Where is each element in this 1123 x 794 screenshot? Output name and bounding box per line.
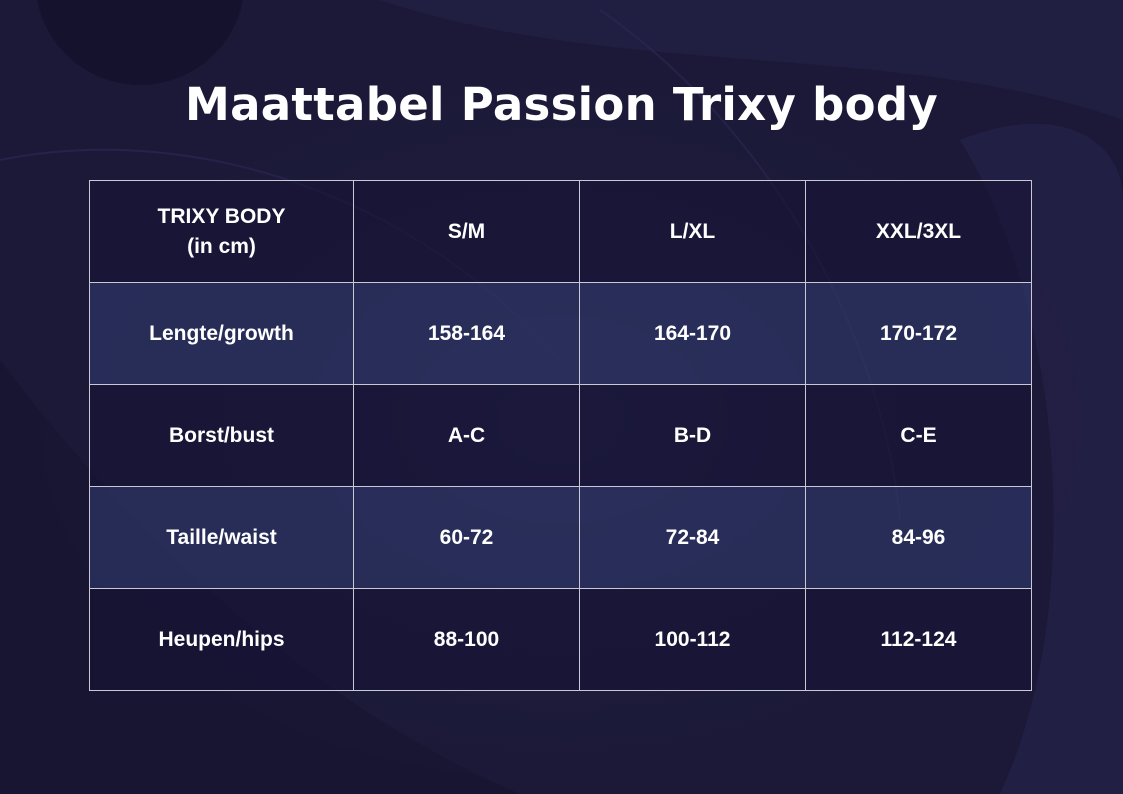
- table-cell: 170-172: [805, 282, 1032, 385]
- table-cell: 164-170: [579, 282, 806, 385]
- table-row: Taille/waist 60-72 72-84 84-96: [89, 486, 1032, 589]
- header-label-line2: (in cm): [187, 234, 256, 258]
- row-label: Taille/waist: [89, 486, 354, 589]
- row-label: Heupen/hips: [89, 588, 354, 691]
- table-cell: 60-72: [353, 486, 580, 589]
- table-cell: B-D: [579, 384, 806, 487]
- table-cell: 158-164: [353, 282, 580, 385]
- header-size-xxl3xl: XXL/3XL: [805, 180, 1032, 283]
- table-cell: 112-124: [805, 588, 1032, 691]
- table-cell: 72-84: [579, 486, 806, 589]
- page-title: Maattabel Passion Trixy body: [185, 78, 938, 131]
- table-cell: 88-100: [353, 588, 580, 691]
- header-size-sm: S/M: [353, 180, 580, 283]
- row-label: Borst/bust: [89, 384, 354, 487]
- size-chart-table: TRIXY BODY (in cm) S/M L/XL XXL/3XL Leng…: [89, 180, 1032, 691]
- header-size-lxl: L/XL: [579, 180, 806, 283]
- table-row: Heupen/hips 88-100 100-112 112-124: [89, 588, 1032, 691]
- table-header-row: TRIXY BODY (in cm) S/M L/XL XXL/3XL: [89, 180, 1032, 283]
- table-row: Borst/bust A-C B-D C-E: [89, 384, 1032, 487]
- table-row: Lengte/growth 158-164 164-170 170-172: [89, 282, 1032, 385]
- table-cell: A-C: [353, 384, 580, 487]
- table-cell: C-E: [805, 384, 1032, 487]
- table-cell: 84-96: [805, 486, 1032, 589]
- header-label-line1: TRIXY BODY: [157, 205, 286, 229]
- header-label-cell: TRIXY BODY (in cm): [89, 180, 354, 283]
- row-label: Lengte/growth: [89, 282, 354, 385]
- table-cell: 100-112: [579, 588, 806, 691]
